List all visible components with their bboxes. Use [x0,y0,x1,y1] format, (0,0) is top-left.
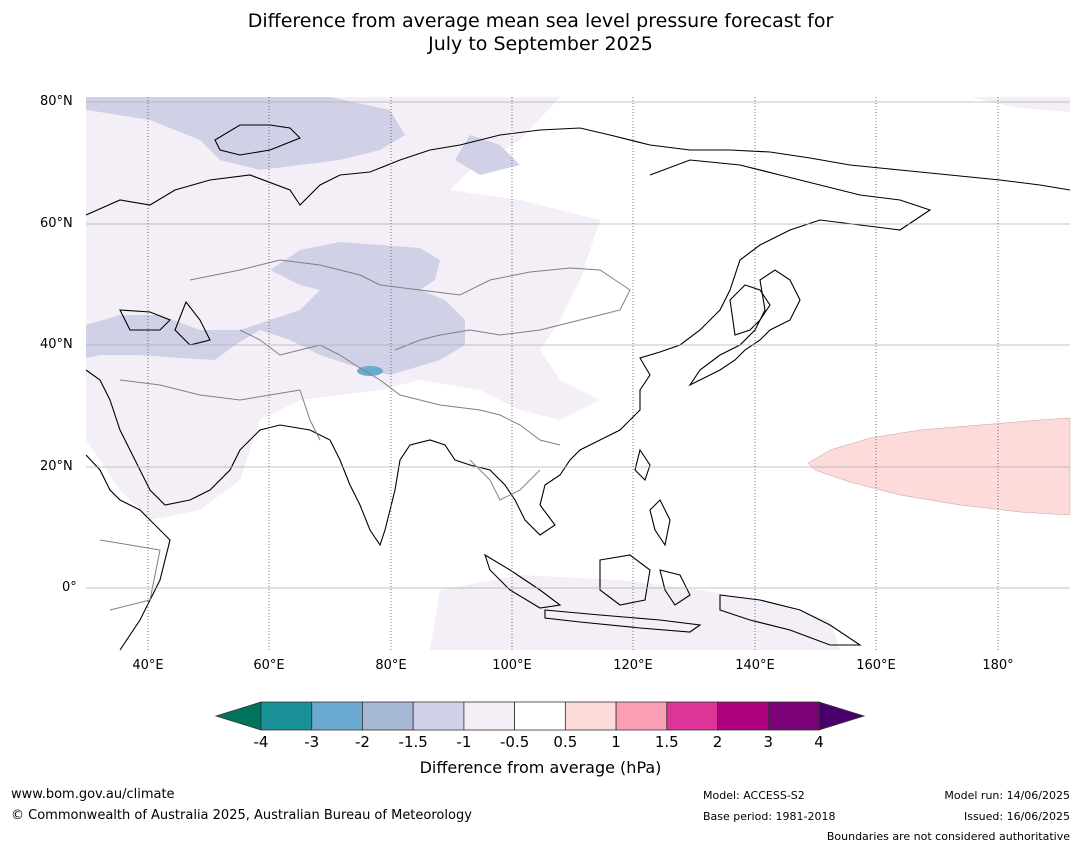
footer-model: Model: ACCESS-S2 [703,789,805,802]
lat-label-0: 0° [62,580,77,595]
lat-label-20n: 20°N [40,459,73,474]
colorbar-tick-label: 2 [712,733,723,751]
footer-issued: Issued: 16/06/2025 [963,810,1070,823]
coastlines [85,124,1071,651]
colorbar-under-arrow [214,701,262,731]
colorbar-tick-label: -3 [304,733,320,751]
colorbar-segment [666,701,718,731]
lon-label-180: 180° [982,658,1014,673]
colorbar-segment [564,701,617,731]
colorbar-segment [514,701,566,731]
colorbar-segment [717,701,769,731]
colorbar-tick-label: 1.5 [654,733,679,751]
footer-website: www.bom.gov.au/climate [11,787,175,802]
anomaly-light-pink [807,417,1071,516]
colorbar-tick-label: 3 [763,733,774,751]
colorbar-tick-label: 1 [611,733,621,751]
title-line-2: July to September 2025 [428,33,653,55]
colorbar-over-arrow [818,701,866,731]
footer-base-period: Base period: 1981-2018 [703,810,836,823]
colorbar-segment [260,701,313,731]
colorbar-tick-label: 4 [814,733,824,751]
colorbar-segment [412,701,465,731]
colorbar-tick-label: -0.5 [499,733,530,751]
colorbar-tick-label: -2 [354,733,370,751]
anomaly-lavender [86,97,520,375]
colorbar-tick-label: -1 [456,733,472,751]
footer-disclaimer: Boundaries are not considered authoritat… [826,830,1070,843]
national-boundaries [99,259,631,611]
lon-label-140e: 140°E [735,658,775,673]
footer-model-run: Model run: 14/06/2025 [944,789,1070,802]
colorbar-segment [362,701,414,731]
lat-label-80n: 80°N [40,94,73,109]
colorbar-tick-label: -4 [253,733,269,751]
lat-label-40n: 40°N [40,337,73,352]
lon-label-40e: 40°E [132,658,164,673]
lon-label-80e: 80°E [375,658,407,673]
colorbar-tick-label: 0.5 [553,733,578,751]
colorbar-segment [767,701,820,731]
map-title: Difference from average mean sea level p… [0,10,1081,56]
lon-label-60e: 60°E [253,658,285,673]
colorbar-segment [463,701,516,731]
latitude-gridlines [86,101,1070,589]
colorbar-segment [311,701,363,731]
footer-copyright: © Commonwealth of Australia 2025, Austra… [11,808,472,823]
lat-label-60n: 60°N [40,216,73,231]
lon-label-120e: 120°E [613,658,653,673]
colorbar-tick-label: -1.5 [398,733,428,751]
colorbar-label: Difference from average (hPa) [419,758,662,777]
lon-label-160e: 160°E [856,658,896,673]
colorbar-segment [615,701,668,731]
longitude-gridlines [147,97,999,650]
colorbar-segments [260,701,820,731]
lon-label-100e: 100°E [492,658,532,673]
title-line-1: Difference from average mean sea level p… [247,10,834,32]
anomaly-blue-pocket [357,366,383,376]
